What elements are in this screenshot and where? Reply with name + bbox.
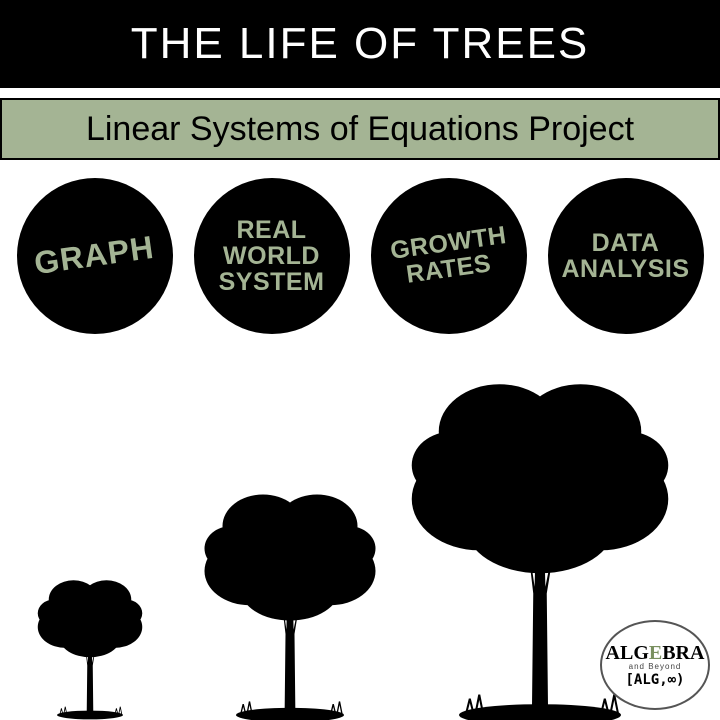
logo-subtext: and Beyond — [629, 663, 682, 671]
badge-rws-l2: WORLD — [223, 243, 320, 269]
main-title: THE LIFE OF TREES — [131, 19, 590, 69]
badge-graph: GRAPH — [17, 178, 173, 334]
badge-data-analysis: DATA ANALYSIS — [548, 178, 704, 334]
badge-graph-label: GRAPH — [32, 231, 156, 281]
badge-da-l2: ANALYSIS — [561, 256, 689, 282]
badge-growth-rates: GROWTH RATES — [371, 178, 527, 334]
subtitle-bar: Linear Systems of Equations Project — [0, 98, 720, 160]
subtitle: Linear Systems of Equations Project — [86, 110, 634, 149]
logo-code: [ALG,∞) — [625, 673, 684, 687]
badge-real-world-system: REAL WORLD SYSTEM — [194, 178, 350, 334]
badge-rws-l3: SYSTEM — [219, 269, 325, 295]
brand-logo: ALGEBRA and Beyond [ALG,∞) — [600, 620, 710, 710]
title-bar: THE LIFE OF TREES — [0, 0, 720, 88]
logo-word: ALGEBRA — [606, 643, 705, 663]
badges-row: GRAPH REAL WORLD SYSTEM GROWTH RATES DAT… — [0, 160, 720, 334]
badge-da-l1: DATA — [592, 230, 660, 256]
badge-rws-l1: REAL — [236, 217, 306, 243]
